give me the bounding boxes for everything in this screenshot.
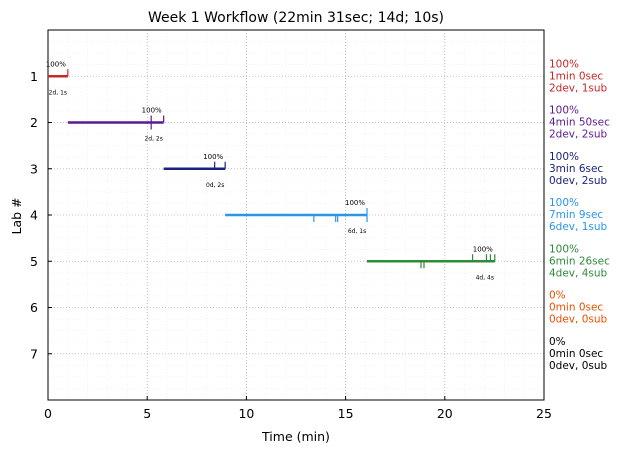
lab-summary-line: 0dev, 2sub: [549, 175, 608, 187]
dev-submit-label: 0d, 2s: [206, 182, 224, 189]
lab-summary-line: 2dev, 1sub: [549, 82, 608, 94]
lab-summary-line: 0min 0sec: [549, 302, 603, 314]
x-tick-label: 0: [44, 406, 52, 421]
y-tick-label: 4: [30, 208, 38, 223]
lab-summary-line: 1min 0sec: [549, 70, 603, 82]
lab-summary-line: 100%: [549, 105, 579, 117]
lab-summary-line: 100%: [549, 197, 579, 209]
lab-summary-line: 0%: [549, 336, 566, 348]
dev-submit-label: 2d, 2s: [144, 136, 162, 143]
x-tick-label: 10: [238, 406, 254, 421]
lab-summary-line: 7min 9sec: [549, 209, 603, 221]
lab-summary-line: 6min 26sec: [549, 255, 610, 267]
lab-summary-line: 2dev, 2sub: [549, 129, 608, 141]
completion-label: 100%: [473, 245, 493, 253]
y-tick-label: 3: [30, 161, 38, 176]
x-tick-label: 25: [536, 406, 552, 421]
lab-summary-line: 100%: [549, 243, 579, 255]
dev-submit-label: 6d, 1s: [348, 228, 366, 235]
lab-summary-line: 4min 50sec: [549, 117, 610, 129]
completion-label: 100%: [46, 60, 66, 68]
lab-summary-line: 4dev, 4sub: [549, 267, 608, 279]
completion-label: 100%: [203, 153, 223, 161]
x-tick-label: 20: [437, 406, 453, 421]
dev-submit-label: 2d, 1s: [49, 89, 67, 96]
lab-summary-line: 100%: [549, 151, 579, 163]
x-tick-label: 5: [143, 406, 151, 421]
lab-summary-line: 0dev, 0sub: [549, 314, 608, 326]
y-tick-label: 7: [30, 346, 38, 361]
dev-submit-label: 4d, 4s: [476, 274, 494, 281]
x-tick-label: 15: [338, 406, 354, 421]
y-tick-label: 1: [30, 69, 38, 84]
lab-summary-line: 6dev, 1sub: [549, 221, 608, 233]
lab-summary-line: 0dev, 0sub: [549, 360, 608, 372]
completion-label: 100%: [142, 107, 162, 115]
completion-label: 100%: [345, 199, 365, 207]
lab-summary-line: 100%: [549, 58, 579, 70]
lab-summary-line: 0min 0sec: [549, 348, 603, 360]
y-tick-label: 6: [30, 300, 38, 315]
y-tick-label: 2: [30, 115, 38, 130]
y-tick-label: 5: [30, 254, 38, 269]
y-axis-label: Lab #: [9, 197, 24, 234]
x-axis-label: Time (min): [261, 429, 330, 444]
lab-summary-line: 3min 6sec: [549, 163, 603, 175]
lab-summary-line: 0%: [549, 290, 566, 302]
chart-title: Week 1 Workflow (22min 31sec; 14d; 10s): [148, 10, 444, 26]
